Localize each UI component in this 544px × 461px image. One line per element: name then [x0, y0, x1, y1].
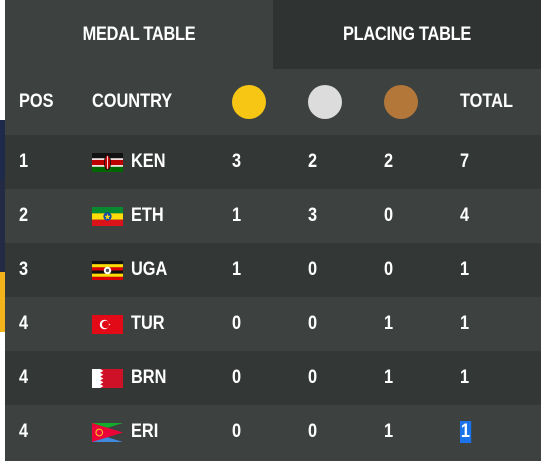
- eritrea-flag-icon: [92, 422, 123, 442]
- tab-medal-table-label: MEDAL TABLE: [82, 23, 196, 45]
- uganda-flag-icon: [92, 260, 123, 280]
- pos-cell: 2: [19, 205, 29, 226]
- pos-cell: 4: [19, 421, 29, 442]
- table-row: 4 TUR 0 0 1 1: [5, 297, 541, 351]
- bronze-cell: 1: [384, 421, 394, 442]
- bronze-medal-icon: [384, 69, 418, 135]
- turkey-flag-icon: [92, 314, 123, 334]
- medal-table-panel: MEDAL TABLE PLACING TABLE POS COUNTRY TO…: [5, 0, 541, 461]
- bronze-cell: 1: [384, 313, 394, 334]
- gold-cell: 0: [232, 313, 242, 334]
- total-cell: 1: [460, 405, 473, 459]
- gold-cell: 3: [232, 151, 242, 172]
- silver-cell: 0: [308, 313, 318, 334]
- silver-cell: 0: [308, 259, 318, 280]
- gold-cell: 1: [232, 205, 242, 226]
- bronze-cell: 1: [384, 367, 394, 388]
- selected-text: 1: [460, 421, 471, 443]
- pos-cell: 4: [19, 367, 29, 388]
- country-cell: UGA: [92, 243, 173, 297]
- table-row: 4 BRN 0 0 1 1: [5, 351, 541, 405]
- bronze-cell: 0: [384, 205, 394, 226]
- gold-medal-icon: [232, 69, 266, 135]
- bronze-cell: 0: [384, 259, 394, 280]
- total-cell: 7: [460, 151, 470, 172]
- pos-cell: 1: [19, 151, 29, 172]
- pos-cell: 4: [19, 313, 29, 334]
- silver-cell: 0: [308, 367, 318, 388]
- country-cell: KEN: [92, 135, 171, 189]
- tab-medal-table[interactable]: MEDAL TABLE: [5, 0, 273, 69]
- country-cell: ERI: [92, 405, 163, 459]
- gold-cell: 1: [232, 259, 242, 280]
- table-row: 4 ERI 0 0 1 1: [5, 405, 541, 459]
- pos-header: POS: [19, 91, 54, 112]
- gold-cell: 0: [232, 367, 242, 388]
- country-header: COUNTRY: [92, 91, 173, 112]
- silver-medal-icon: [308, 69, 342, 135]
- ethiopia-flag-icon: [92, 206, 123, 226]
- table-header-row: POS COUNTRY TOTAL: [5, 69, 541, 135]
- page-edge-strip: [0, 272, 5, 332]
- page-edge-strip: [0, 180, 5, 272]
- kenya-flag-icon: [92, 152, 123, 172]
- total-header: TOTAL: [460, 91, 513, 112]
- table-row: 3 UGA 1 0 0 1: [5, 243, 541, 297]
- page-edge-strip: [0, 120, 5, 180]
- page-edge-strip: [0, 332, 5, 461]
- tab-placing-table[interactable]: PLACING TABLE: [273, 0, 541, 69]
- gold-cell: 0: [232, 421, 242, 442]
- total-cell: 1: [460, 259, 470, 280]
- silver-cell: 0: [308, 421, 318, 442]
- tab-bar: MEDAL TABLE PLACING TABLE: [5, 0, 541, 69]
- country-cell: BRN: [92, 351, 172, 405]
- table-row: 1 KEN 3 2 2 7: [5, 135, 541, 189]
- total-cell: 4: [460, 205, 470, 226]
- bronze-cell: 2: [384, 151, 394, 172]
- silver-cell: 2: [308, 151, 318, 172]
- bahrain-flag-icon: [92, 368, 123, 388]
- total-cell: 1: [460, 313, 470, 334]
- total-cell: 1: [460, 367, 470, 388]
- pos-cell: 3: [19, 259, 29, 280]
- country-cell: TUR: [92, 297, 170, 351]
- table-row: 2 ETH 1 3 0 4: [5, 189, 541, 243]
- page-edge-strip: [0, 0, 5, 120]
- tab-placing-table-label: PLACING TABLE: [343, 23, 471, 45]
- country-cell: ETH: [92, 189, 169, 243]
- silver-cell: 3: [308, 205, 318, 226]
